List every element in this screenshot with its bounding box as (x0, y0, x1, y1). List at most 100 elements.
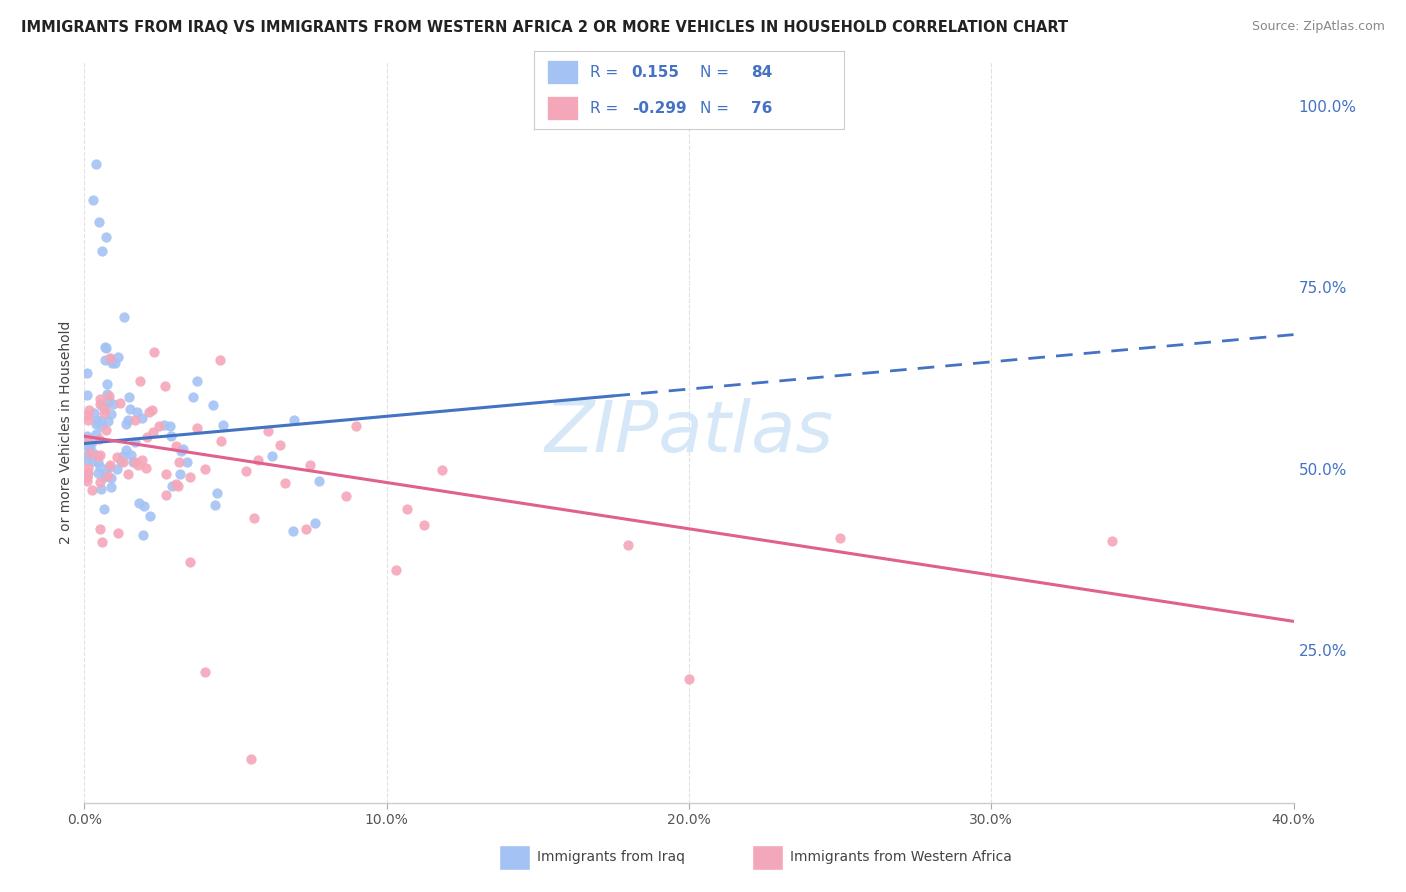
Text: 84: 84 (751, 64, 772, 79)
Point (112, 449, 135, 463)
Point (153, 417, 176, 432)
Point (91, 535, 114, 549)
Point (186, 374, 208, 388)
Point (211, 418, 233, 433)
Point (89, 523, 111, 537)
Point (82, 446, 104, 460)
Point (101, 356, 124, 370)
Point (76, 474, 98, 488)
Point (76, 466, 98, 480)
Point (132, 499, 155, 513)
Point (93, 502, 115, 516)
Text: N =: N = (700, 64, 734, 79)
Point (82, 454, 104, 468)
Point (97, 414, 120, 428)
Text: ZIPatlas: ZIPatlas (544, 398, 834, 467)
Point (87, 449, 110, 463)
Point (107, 526, 129, 541)
Point (295, 522, 318, 536)
Point (194, 461, 217, 475)
Point (120, 401, 142, 416)
Point (96, 467, 118, 481)
Point (94, 353, 117, 368)
Point (299, 458, 322, 472)
Point (76, 387, 98, 401)
Point (209, 353, 232, 368)
Point (283, 413, 305, 427)
Point (108, 396, 131, 410)
Point (153, 379, 176, 393)
Point (79, 446, 101, 460)
Point (235, 464, 257, 478)
Point (194, 665, 217, 680)
Point (170, 444, 193, 458)
Point (412, 517, 434, 532)
Point (308, 474, 330, 488)
Point (76, 409, 98, 423)
Point (281, 524, 304, 538)
Point (83, 406, 105, 420)
Point (142, 425, 165, 439)
Point (89, 392, 111, 407)
Text: Immigrants from Western Africa: Immigrants from Western Africa (790, 850, 1012, 864)
Point (91, 244, 114, 259)
Point (96, 387, 118, 401)
Y-axis label: 2 or more Vehicles in Household: 2 or more Vehicles in Household (59, 321, 73, 544)
Point (114, 443, 136, 458)
Point (132, 528, 155, 542)
Point (89, 397, 111, 411)
Text: -0.299: -0.299 (631, 101, 686, 116)
Point (207, 485, 229, 500)
Point (84, 426, 107, 441)
Point (124, 435, 146, 450)
Point (432, 463, 454, 477)
Text: 0.155: 0.155 (631, 64, 679, 79)
Point (179, 555, 201, 569)
Point (90, 399, 112, 413)
Point (117, 467, 139, 481)
Point (344, 419, 367, 434)
Point (120, 448, 142, 462)
Point (96, 341, 118, 355)
Point (97, 468, 120, 483)
Point (118, 390, 141, 404)
Text: IMMIGRANTS FROM IRAQ VS IMMIGRANTS FROM WESTERN AFRICA 2 OR MORE VEHICLES IN HOU: IMMIGRANTS FROM IRAQ VS IMMIGRANTS FROM … (21, 20, 1069, 35)
Point (89, 448, 111, 462)
Point (76, 452, 98, 467)
Point (247, 453, 270, 467)
Point (93, 470, 115, 484)
Point (139, 509, 162, 524)
Point (98, 352, 121, 367)
Point (82, 194, 104, 208)
Point (159, 418, 181, 433)
Point (129, 374, 152, 388)
Point (117, 413, 139, 427)
Point (76, 429, 98, 443)
Point (76, 413, 98, 427)
Bar (547, 61, 578, 84)
Point (128, 496, 150, 510)
Point (90, 418, 112, 433)
Point (112, 455, 135, 469)
Point (148, 418, 170, 433)
Point (135, 461, 157, 475)
Text: Source: ZipAtlas.com: Source: ZipAtlas.com (1251, 20, 1385, 33)
Point (86, 157, 108, 171)
Point (114, 310, 136, 324)
Point (124, 413, 146, 427)
Point (94, 229, 117, 244)
Point (172, 442, 194, 457)
Point (209, 434, 232, 448)
Text: R =: R = (591, 101, 623, 116)
Point (201, 398, 224, 412)
Text: N =: N = (700, 101, 734, 116)
Point (76, 433, 98, 447)
Point (100, 480, 122, 494)
Text: R =: R = (591, 64, 623, 79)
Point (155, 488, 177, 502)
Point (678, 673, 700, 687)
Point (138, 405, 160, 419)
Point (93, 340, 115, 354)
Point (104, 356, 127, 370)
Point (87, 467, 110, 481)
